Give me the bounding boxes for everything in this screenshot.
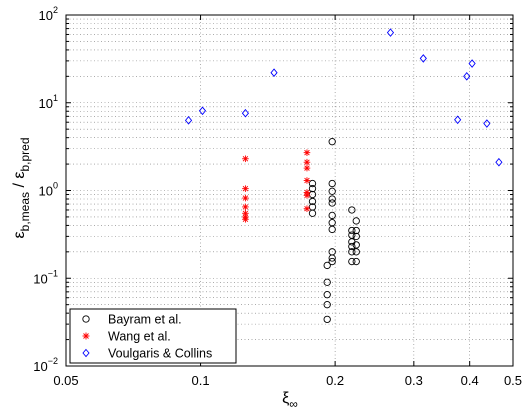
data-point-asterisk: [242, 185, 249, 192]
data-point-asterisk: [303, 177, 311, 184]
legend-circle-marker: [82, 315, 90, 323]
legend-item-voulgaris: Voulgaris & Collins: [82, 347, 212, 361]
x-tick-label: 0.4: [461, 373, 479, 388]
data-point-diamond: [468, 59, 476, 68]
data-point-asterisk: [303, 164, 311, 172]
data-point-circle: [328, 254, 336, 262]
data-point-asterisk: [242, 155, 249, 163]
data-point-diamond: [198, 106, 207, 116]
legend-asterisk-marker: [82, 332, 90, 340]
data-point-circle: [348, 257, 356, 266]
data-point-circle: [308, 184, 317, 193]
data-point-circle: [308, 209, 317, 217]
data-point-circle: [308, 179, 317, 188]
data-point-circle: [352, 257, 360, 266]
data-point-diamond: [419, 54, 427, 63]
data-point-diamond: [386, 28, 395, 37]
data-point-circle: [323, 291, 331, 299]
data-point-circle: [328, 225, 336, 234]
data-point-circle: [328, 257, 336, 266]
series-diamond-markers: [184, 28, 503, 167]
data-point-asterisk: [303, 158, 311, 166]
data-point-asterisk: [242, 203, 249, 211]
data-point-circle: [352, 232, 360, 241]
data-markers: [184, 28, 503, 324]
data-point-circle: [328, 195, 336, 203]
data-point-circle: [348, 242, 356, 251]
data-point-circle: [323, 278, 331, 286]
y-tick-label: 100: [39, 181, 58, 199]
data-point-circle: [348, 248, 356, 256]
y-tick-label: 10−1: [33, 268, 58, 286]
data-point-circle: [352, 217, 360, 225]
x-tick-label: 0.2: [326, 373, 344, 388]
legend-diamond-marker: [82, 348, 90, 358]
y-axis-label: εb,meas / εb,pred: [11, 137, 32, 238]
data-point-diamond: [270, 68, 278, 78]
data-point-circle: [323, 315, 331, 324]
data-point-circle: [308, 197, 317, 206]
series-circle-markers: [308, 138, 360, 324]
y-tick-label: 101: [39, 93, 58, 111]
data-point-circle: [352, 248, 360, 256]
data-point-diamond: [241, 108, 250, 118]
data-point-diamond: [454, 115, 462, 125]
y-tick-label: 102: [39, 5, 58, 23]
legend-box: [69, 308, 237, 364]
data-point-diamond: [495, 157, 503, 167]
data-point-diamond: [483, 119, 491, 128]
legend-item-bayram: Bayram et al.: [82, 313, 182, 327]
data-point-circle: [352, 241, 360, 249]
data-point-circle: [328, 211, 336, 220]
series-asterisk-markers: [242, 149, 311, 223]
x-tick-label: 0.5: [504, 373, 522, 388]
x-axis-label: ξ∞: [282, 390, 298, 411]
data-point-circle: [323, 261, 331, 270]
data-point-circle: [352, 226, 360, 235]
data-point-circle: [328, 138, 336, 146]
legend-label-voulgaris: Voulgaris & Collins: [108, 347, 212, 361]
data-point-asterisk: [242, 215, 249, 223]
data-point-asterisk: [303, 192, 311, 199]
x-tick-label: 0.1: [192, 373, 210, 388]
axis-ticks: 0.05 0.1 0.2 0.3 0.4 0.5 10−2 10−1 100 101 102: [33, 5, 522, 388]
data-point-diamond: [463, 72, 471, 81]
data-point-circle: [328, 179, 336, 188]
y-tick-label: 10−2: [33, 356, 58, 374]
data-point-circle: [348, 206, 356, 214]
data-point-diamond: [184, 116, 193, 125]
data-point-circle: [323, 301, 331, 309]
data-point-circle: [328, 187, 336, 195]
data-point-asterisk: [303, 149, 311, 156]
data-point-asterisk: [303, 205, 311, 213]
legend-label-bayram: Bayram et al.: [108, 313, 182, 327]
data-point-asterisk: [242, 194, 249, 202]
x-tick-label: 0.3: [405, 373, 423, 388]
legend-label-wang: Wang et al.: [108, 330, 171, 344]
data-point-circle: [328, 199, 336, 207]
legend: Bayram et al. Wang et al. Voulgaris & Co…: [69, 308, 237, 364]
data-point-circle: [348, 226, 356, 235]
x-tick-label: 0.05: [53, 373, 78, 388]
legend-item-wang: Wang et al.: [82, 330, 171, 344]
grid-lines: [66, 15, 513, 366]
